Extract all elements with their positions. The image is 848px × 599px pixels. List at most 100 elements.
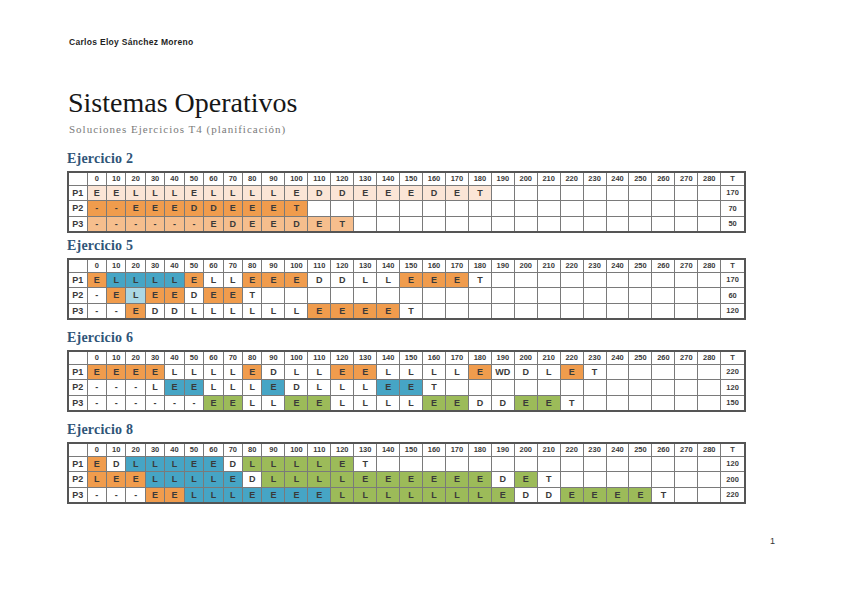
schedule-cell: E bbox=[560, 364, 583, 380]
exercise-heading: Ejercicio 8 bbox=[67, 422, 746, 438]
time-header-cell: 160 bbox=[423, 259, 446, 272]
schedule-cell: E bbox=[184, 272, 203, 288]
process-row: P1EELLLELLLLEDDEEEDET170 bbox=[68, 185, 745, 201]
time-header-cell: 100 bbox=[285, 172, 308, 185]
schedule-cell: E bbox=[606, 487, 629, 503]
schedule-cell: E bbox=[243, 201, 262, 217]
time-header-cell: 60 bbox=[204, 172, 223, 185]
time-header-cell: 260 bbox=[652, 443, 675, 456]
schedule-cell: L bbox=[165, 272, 184, 288]
schedule-cell: D bbox=[491, 395, 514, 411]
schedule-cell: L bbox=[204, 303, 223, 319]
time-header-cell: 0 bbox=[87, 172, 106, 185]
schedule-cell: L bbox=[285, 456, 308, 472]
schedule-cell: - bbox=[126, 487, 145, 503]
schedule-cell: D bbox=[184, 201, 203, 217]
time-header-cell: 200 bbox=[514, 259, 537, 272]
schedule-cell: E bbox=[377, 472, 400, 488]
document-subtitle: Soluciones Ejercicios T4 (planificación) bbox=[69, 123, 286, 135]
time-header-cell: 260 bbox=[652, 172, 675, 185]
schedule-cell: L bbox=[400, 487, 423, 503]
schedule-cell: E bbox=[87, 456, 106, 472]
schedule-cell: L bbox=[285, 364, 308, 380]
schedule-cell: E bbox=[354, 472, 377, 488]
process-row: P3------EELLEELLLLEEDDEET150 bbox=[68, 395, 745, 411]
schedule-cell bbox=[583, 395, 606, 411]
schedule-cell bbox=[537, 185, 560, 201]
schedule-cell: T bbox=[331, 216, 354, 232]
time-header-cell: 210 bbox=[537, 351, 560, 364]
schedule-cell: D bbox=[165, 303, 184, 319]
schedule-cell: T bbox=[468, 185, 491, 201]
schedule-cell bbox=[560, 472, 583, 488]
schedule-cell: L bbox=[400, 364, 423, 380]
schedule-cell bbox=[629, 364, 652, 380]
schedule-cell: - bbox=[106, 201, 125, 217]
schedule-cell: - bbox=[87, 303, 106, 319]
time-header-cell: 280 bbox=[698, 259, 721, 272]
exercise-section: Ejercicio 501020304050607080901001101201… bbox=[67, 238, 746, 320]
schedule-cell bbox=[698, 487, 721, 503]
total-cell: 120 bbox=[721, 456, 745, 472]
schedule-cell bbox=[583, 303, 606, 319]
time-header-cell: 10 bbox=[106, 443, 125, 456]
time-header-cell: 150 bbox=[400, 443, 423, 456]
schedule-cell bbox=[514, 288, 537, 304]
schedule-cell: - bbox=[106, 395, 125, 411]
schedule-cell bbox=[652, 272, 675, 288]
time-header-cell: 40 bbox=[165, 443, 184, 456]
time-header-cell: 230 bbox=[583, 351, 606, 364]
schedule-cell bbox=[491, 216, 514, 232]
time-header-cell: 230 bbox=[583, 172, 606, 185]
exercise-heading: Ejercicio 2 bbox=[67, 151, 746, 167]
schedule-cell: T bbox=[468, 272, 491, 288]
schedule-cell: E bbox=[400, 272, 423, 288]
schedule-cell bbox=[698, 380, 721, 396]
process-label: P1 bbox=[68, 364, 87, 380]
schedule-cell: E bbox=[285, 487, 308, 503]
schedule-cell: E bbox=[377, 380, 400, 396]
schedule-cell bbox=[652, 288, 675, 304]
time-header-cell: 110 bbox=[308, 259, 331, 272]
schedule-cell: L bbox=[223, 364, 242, 380]
time-header-cell: 130 bbox=[354, 443, 377, 456]
schedule-cell: WD bbox=[491, 364, 514, 380]
schedule-cell: L bbox=[262, 456, 285, 472]
schedule-cell: D bbox=[184, 288, 203, 304]
schedule-cell bbox=[468, 201, 491, 217]
schedule-cell bbox=[491, 303, 514, 319]
total-cell: 120 bbox=[721, 303, 745, 319]
schedule-cell bbox=[514, 303, 537, 319]
schedule-cell: - bbox=[145, 395, 164, 411]
time-header-cell: 220 bbox=[560, 259, 583, 272]
time-header-cell: 20 bbox=[126, 351, 145, 364]
schedule-cell: D bbox=[204, 201, 223, 217]
schedule-cell bbox=[491, 456, 514, 472]
schedule-cell bbox=[514, 185, 537, 201]
schedule-cell bbox=[537, 288, 560, 304]
total-cell: 200 bbox=[721, 472, 745, 488]
schedule-cell: L bbox=[145, 272, 164, 288]
time-header-cell: 280 bbox=[698, 351, 721, 364]
schedule-cell: E bbox=[165, 487, 184, 503]
time-header-cell: 130 bbox=[354, 172, 377, 185]
time-header-cell: 240 bbox=[606, 259, 629, 272]
process-row: P3---EELLLEEEELLLLLLLEDDEEEET220 bbox=[68, 487, 745, 503]
page-number: 1 bbox=[770, 536, 775, 546]
process-label: P1 bbox=[68, 272, 87, 288]
schedule-cell: E bbox=[223, 472, 242, 488]
time-header-cell: 250 bbox=[629, 259, 652, 272]
schedule-cell: E bbox=[400, 185, 423, 201]
schedule-cell: L bbox=[377, 364, 400, 380]
schedule-cell: L bbox=[308, 472, 331, 488]
schedule-cell: E bbox=[423, 395, 446, 411]
schedule-cell: D bbox=[285, 216, 308, 232]
total-header-cell: T bbox=[721, 351, 745, 364]
schedule-cell: L bbox=[285, 472, 308, 488]
schedule-cell bbox=[537, 303, 560, 319]
schedule-cell: L bbox=[331, 380, 354, 396]
schedule-cell bbox=[445, 456, 468, 472]
schedule-cell: E bbox=[106, 472, 125, 488]
schedule-cell: L bbox=[354, 487, 377, 503]
schedule-cell bbox=[560, 185, 583, 201]
